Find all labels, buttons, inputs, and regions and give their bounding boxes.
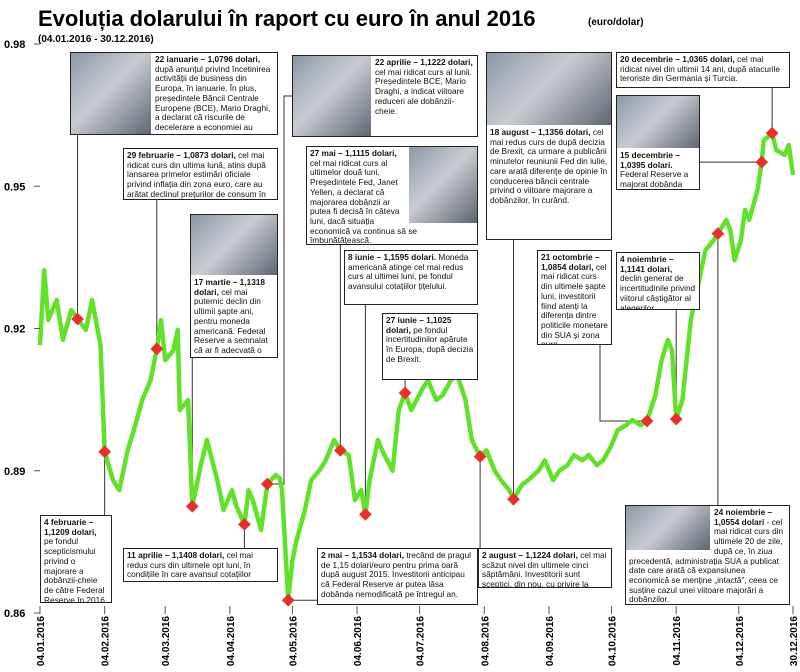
y-tick-label: 0.98 <box>4 39 25 51</box>
annotation-box: 4 noiembrie – 1,1141 dolari, declin gene… <box>616 252 700 310</box>
annotation-box: 27 mai – 1,1115 dolari, cel mai ridicat … <box>306 146 478 245</box>
photo <box>626 506 710 550</box>
x-tick-label: 04.01.2016 <box>36 616 47 666</box>
annotation-title: 24 noiembrie – 1,0554 dolari <box>714 507 773 527</box>
annotation-title: 21 octombrie – 1,0854 dolari, <box>541 252 600 272</box>
annotation-marker <box>507 492 520 506</box>
annotation-text: Federal Reserve a majorat dobânda pentru… <box>620 169 695 190</box>
annotation-box: 17 martie – 1,1318 dolari, cel mai puter… <box>190 214 278 358</box>
annotation-marker <box>473 450 487 463</box>
x-tick-label: 04.05.2016 <box>288 616 299 666</box>
annotation-box: 29 februarie – 1,0873 dolari, cel mai ri… <box>123 148 278 200</box>
photo <box>71 53 151 134</box>
annotation-box: 18 august – 1,1356 dolari, cel mai redus… <box>486 52 612 240</box>
annotation-title: 17 martie – 1,1318 dolari, <box>194 277 266 297</box>
annotation-text: pe fondul scepticismului privind o major… <box>44 536 108 603</box>
annotation-marker <box>260 477 274 491</box>
annotation-text: după anunțul privind încetinirea activit… <box>155 63 271 134</box>
x-tick-label: 04.02.2016 <box>101 616 112 666</box>
annotation-text: cel mai ridicat curs al lunii. Președint… <box>375 66 472 116</box>
annotation-marker <box>334 443 347 457</box>
data-line <box>37 130 796 603</box>
y-tick-label: 0.95 <box>4 181 25 193</box>
annotation-marker <box>281 593 295 607</box>
annotation-title: 4 noiembrie – 1,1141 dolari, <box>620 254 674 274</box>
annotation-marker <box>98 445 112 459</box>
annotation-title: 22 aprilie – 1,1222 dolari, <box>375 57 473 67</box>
x-tick-label: 04.09.2016 <box>545 616 556 666</box>
annotation-title: 4 februarie – 1,1209 dolari, <box>44 517 97 537</box>
connector <box>267 95 292 485</box>
annotation-title: 2 mai – 1,1534 dolari, <box>321 550 405 560</box>
y-tick-label: 0.86 <box>4 608 25 620</box>
annotation-text: cel mai ridicat curs din ultimele șapte … <box>541 261 608 345</box>
title-note: (euro/dolar) <box>588 17 644 28</box>
annotation-title: 18 august – 1,1356 dolari, <box>490 127 591 137</box>
subtitle: (04.01.2016 - 30.12.2016) <box>38 34 154 45</box>
x-tick-label: 04.10.2016 <box>608 616 619 666</box>
x-tick-label: 04.12.2016 <box>735 616 746 666</box>
annotation-text: trecând de pragul de 1,15 dolari/euro pe… <box>321 550 471 599</box>
connector <box>599 345 647 422</box>
x-tick-label: 04.04.2016 <box>226 616 237 666</box>
annotation-marker <box>398 386 412 400</box>
annotation-title: 11 aprilie – 1,1408 dolari, <box>127 550 225 560</box>
x-tick-label: 04.06.2016 <box>353 616 364 666</box>
annotation-box: 2 mai – 1,1534 dolari, trecând de pragul… <box>317 548 478 605</box>
photo <box>191 215 277 275</box>
photo <box>617 96 699 148</box>
annotation-box: 20 decembrie – 1,0365 dolari, cel mai ri… <box>616 52 790 88</box>
x-tick-label: 04.07.2016 <box>416 616 427 666</box>
annotation-marker <box>185 499 199 513</box>
annotation-box: 8 iunie – 1,1595 dolari. Moneda american… <box>344 250 478 305</box>
annotation-text: cel mai redus curs de după decizia de Br… <box>490 127 608 205</box>
annotation-box: 24 noiembrie – 1,0554 dolari - cel mai r… <box>625 505 790 605</box>
annotation-title: 8 iunie – 1,1595 dolari. <box>348 252 437 262</box>
annotation-text: cel mai redus curs din ultimele opt luni… <box>127 550 264 581</box>
photo <box>409 147 477 223</box>
annotation-text: cel mai scăzut nivel din ultimele cinci … <box>482 550 607 588</box>
annotation-text: cel mai puternic declin din ultimii șapt… <box>194 286 271 357</box>
x-tick-label: 04.11.2016 <box>672 616 683 666</box>
annotation-box: 22 ianuarie – 1,0796 dolari, după anunțu… <box>70 52 278 135</box>
annotation-text: pe fondul incertitudinilor apărute în Eu… <box>386 324 474 364</box>
x-tick-label: 30.12.2016 <box>789 616 800 666</box>
annotation-title: 27 iunie – 1,1025 dolari, <box>386 315 452 335</box>
annotation-title: 22 ianuarie – 1,0796 dolari, <box>155 54 261 64</box>
x-tick-label: 04.08.2016 <box>480 616 491 666</box>
y-tick-label: 0.89 <box>4 466 25 478</box>
photo <box>293 56 371 136</box>
annotation-text: - cel mai ridicat curs din ultimele 20 d… <box>629 516 784 605</box>
annotation-title: 2 august – 1,1224 dolari, <box>482 550 578 560</box>
annotation-text: declin generat de incertitudinile privin… <box>620 273 696 310</box>
y-tick-label: 0.92 <box>4 324 25 336</box>
chart-title: Evoluția dolarului în raport cu euro în … <box>38 6 536 31</box>
annotation-marker <box>755 155 769 169</box>
annotation-box: 22 aprilie – 1,1222 dolari, cel mai ridi… <box>292 55 478 137</box>
annotation-title: 20 decembrie – 1,0365 dolari, <box>620 54 735 64</box>
annotation-marker <box>669 412 683 426</box>
annotation-marker <box>359 508 372 521</box>
annotation-marker <box>238 517 251 531</box>
annotation-text: cel mai ridicat curs al ultimelor două l… <box>310 157 418 245</box>
annotation-box: 15 decembrie – 1,0395 dolari. Federal Re… <box>616 95 700 190</box>
annotation-text: cel mai ridicat curs din ultima lună, at… <box>127 150 266 199</box>
x-tick-label: 04.03.2016 <box>161 616 172 666</box>
annotation-marker <box>71 312 84 326</box>
annotation-box: 2 august – 1,1224 dolari, cel mai scăzut… <box>478 548 612 588</box>
annotation-title: 29 februarie – 1,0873 dolari, <box>127 150 236 160</box>
annotation-text: Moneda americană atinge cel mai redus cu… <box>348 252 469 292</box>
photo <box>487 53 611 125</box>
annotation-title: 27 mai – 1,1115 dolari, <box>310 148 397 158</box>
annotation-box: 21 octombrie – 1,0854 dolari, cel mai ri… <box>537 250 612 345</box>
annotation-box: 4 februarie – 1,1209 dolari, pe fondul s… <box>40 515 112 603</box>
annotation-title: 15 decembrie – 1,0395 dolari. <box>620 150 680 170</box>
annotation-box: 11 aprilie – 1,1408 dolari, cel mai redu… <box>123 548 278 582</box>
annotation-box: 27 iunie – 1,1025 dolari, pe fondul ince… <box>382 313 478 380</box>
annotation-marker <box>150 342 164 356</box>
annotation-text: cel mai ridicat nivel din ultimii 14 ani… <box>620 54 781 84</box>
